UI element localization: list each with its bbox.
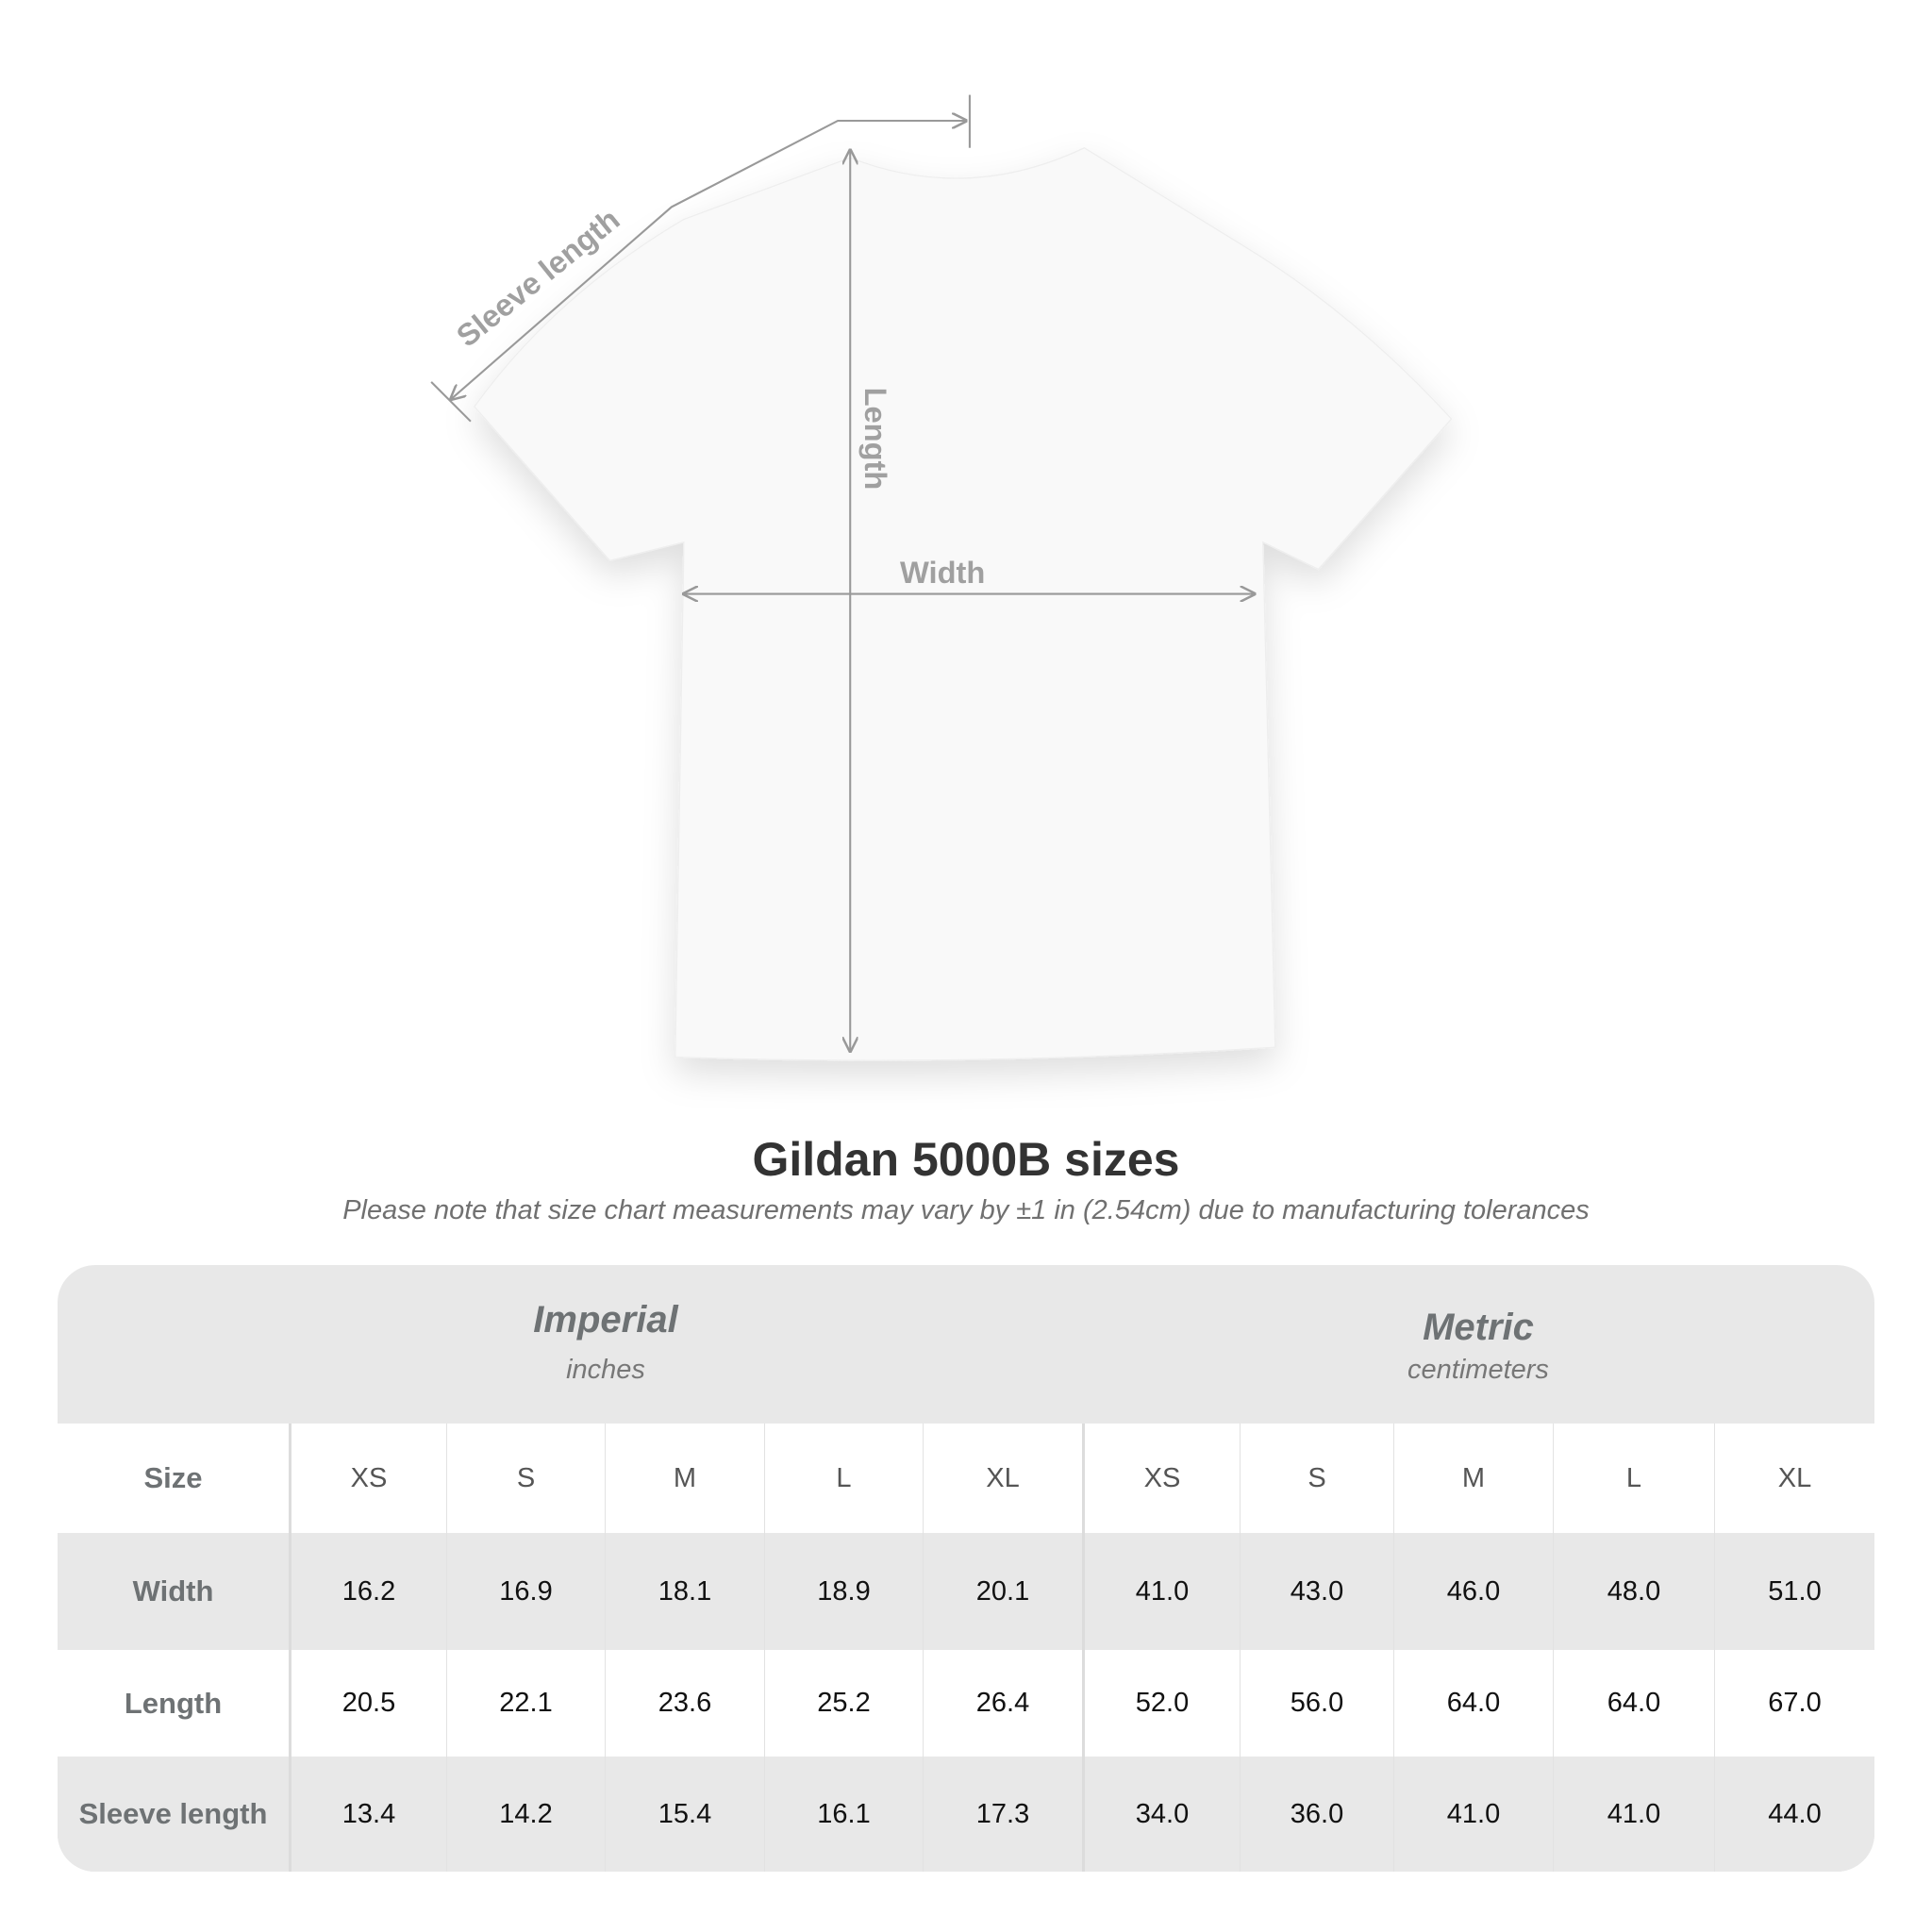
tolerance-note: Please note that size chart measurements… (342, 1195, 1590, 1225)
table-row: Length 20.5 22.1 23.6 25.2 26.4 52.0 56.0 64.0 64… (58, 1650, 1874, 1757)
table-cell: 18.1 (605, 1533, 764, 1650)
table-cell: 13.4 (289, 1757, 446, 1872)
table-cell: 41.0 (1553, 1757, 1714, 1872)
table-cell: 16.2 (289, 1533, 446, 1650)
size-column-header: XS (289, 1424, 446, 1533)
table-cell: 36.0 (1240, 1757, 1393, 1872)
size-column-header: M (1393, 1424, 1553, 1533)
table-row: Width 16.2 16.9 18.1 18.9 20.1 41.0 43.0 46.0 48.… (58, 1533, 1874, 1650)
size-table: Imperial inches Metric centimeters Size X… (58, 1265, 1874, 1872)
size-header-row: Size XS S M L XL XS S M L XL (58, 1424, 1874, 1533)
imperial-unit: inches (566, 1355, 645, 1385)
table-cell: 34.0 (1082, 1757, 1240, 1872)
table-cell: 51.0 (1714, 1533, 1874, 1650)
size-column-header: L (764, 1424, 923, 1533)
table-cell: 41.0 (1393, 1757, 1553, 1872)
size-column-header: S (1240, 1424, 1393, 1533)
table-cell: 15.4 (605, 1757, 764, 1872)
length-label: Length (858, 388, 893, 491)
table-cell: 64.0 (1553, 1650, 1714, 1757)
row-label: Width (58, 1533, 289, 1650)
table-cell: 20.5 (289, 1650, 446, 1757)
metric-title: Metric (1423, 1307, 1534, 1348)
size-column-header: XL (1714, 1424, 1874, 1533)
table-cell: 14.2 (446, 1757, 605, 1872)
size-column-header: M (605, 1424, 764, 1533)
width-label: Width (900, 555, 985, 590)
table-cell: 52.0 (1082, 1650, 1240, 1757)
page-title: Gildan 5000B sizes (752, 1133, 1180, 1186)
table-cell: 16.9 (446, 1533, 605, 1650)
table-cell: 26.4 (923, 1650, 1082, 1757)
table-cell: 22.1 (446, 1650, 605, 1757)
table-cell: 44.0 (1714, 1757, 1874, 1872)
table-cell: 67.0 (1714, 1650, 1874, 1757)
table-cell: 41.0 (1082, 1533, 1240, 1650)
table-cell: 43.0 (1240, 1533, 1393, 1650)
row-label: Length (58, 1650, 289, 1757)
metric-unit: centimeters (1407, 1355, 1549, 1385)
table-cell: 25.2 (764, 1650, 923, 1757)
size-column-header: L (1553, 1424, 1714, 1533)
sleeve-length-arrow (451, 121, 966, 399)
table-cell: 56.0 (1240, 1650, 1393, 1757)
imperial-title: Imperial (533, 1299, 678, 1341)
table-cell: 23.6 (605, 1650, 764, 1757)
size-column-header: S (446, 1424, 605, 1533)
table-cell: 18.9 (764, 1533, 923, 1650)
table-cell: 17.3 (923, 1757, 1082, 1872)
table-cell: 46.0 (1393, 1533, 1553, 1650)
table-cell: 48.0 (1553, 1533, 1714, 1650)
row-label: Sleeve length (58, 1757, 289, 1872)
table-cell: 20.1 (923, 1533, 1082, 1650)
size-column-header: XS (1082, 1424, 1240, 1533)
sleeve-start-tick (430, 381, 472, 423)
table-cell: 64.0 (1393, 1650, 1553, 1757)
row-label: Size (143, 1461, 203, 1494)
size-column-header: XL (923, 1424, 1082, 1533)
table-row: Sleeve length 13.4 14.2 15.4 16.1 17.3 34.0 36.… (58, 1757, 1874, 1872)
table-cell: 16.1 (764, 1757, 923, 1872)
tshirt-shape (474, 146, 1453, 1061)
metric-header: Metric centimeters (1082, 1265, 1874, 1465)
imperial-header: Imperial inches (289, 1265, 923, 1457)
